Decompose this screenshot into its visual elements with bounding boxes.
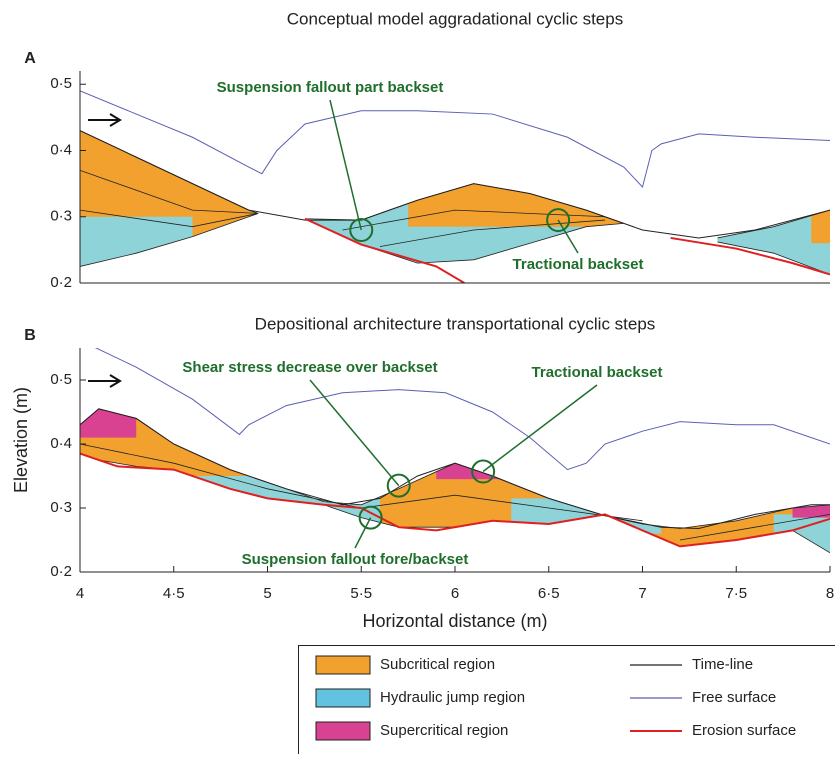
annotation: Tractional backset — [532, 364, 663, 381]
annotation: Shear stress decrease over backset — [182, 359, 437, 376]
x-axis-label: Horizontal distance (m) — [362, 611, 547, 631]
x-tick-label: 6·5 — [538, 585, 560, 602]
flow-region — [811, 204, 830, 244]
y-tick-label: 0·4 — [50, 141, 72, 158]
flow-arrow — [88, 375, 120, 387]
y-tick-label: 0·2 — [50, 563, 72, 580]
leader-line — [355, 518, 371, 548]
legend-swatch — [316, 689, 370, 707]
x-tick-label: 5 — [263, 585, 271, 602]
panel-label: A — [24, 50, 36, 67]
flow-region — [80, 399, 136, 437]
x-tick-label: 4 — [76, 585, 84, 602]
y-tick-label: 0·2 — [50, 274, 72, 291]
x-tick-label: 4·5 — [163, 585, 185, 602]
deposit-body — [80, 117, 258, 283]
leader-line — [483, 385, 597, 472]
flow-arrow — [88, 114, 120, 126]
legend-label: Hydraulic jump region — [380, 689, 525, 706]
plot-area — [80, 345, 830, 572]
x-tick-label: 7 — [638, 585, 646, 602]
flow-region — [80, 217, 193, 283]
x-tick-label: 7·5 — [725, 585, 747, 602]
legend-label: Time-line — [692, 656, 753, 673]
chart-title: Conceptual model aggradational cyclic st… — [287, 9, 623, 28]
x-tick-label: 5·5 — [350, 585, 372, 602]
series-line — [80, 91, 830, 187]
legend-label: Free surface — [692, 689, 776, 706]
leader-line — [330, 100, 361, 230]
legend-swatch — [316, 656, 370, 674]
y-tick-label: 0·5 — [50, 75, 72, 92]
annotation: Tractional backset — [513, 256, 644, 273]
legend-swatch — [316, 722, 370, 740]
annotation: Suspension fallout fore/backset — [242, 551, 469, 568]
legend-label: Supercritical region — [380, 722, 508, 739]
plot-area — [80, 91, 830, 283]
flow-region — [80, 399, 830, 572]
y-axis-label: Elevation (m) — [11, 387, 31, 493]
legend-label: Erosion surface — [692, 722, 796, 739]
y-tick-label: 0·5 — [50, 371, 72, 388]
chart-title: Depositional architecture transportation… — [255, 314, 656, 333]
annotation: Suspension fallout part backset — [217, 79, 444, 96]
flow-region — [408, 177, 624, 227]
x-tick-label: 8 — [826, 585, 834, 602]
flow-region — [183, 476, 380, 534]
y-tick-label: 0·3 — [50, 499, 72, 516]
y-tick-label: 0·4 — [50, 435, 72, 452]
leader-line — [310, 380, 399, 486]
panel-label: B — [24, 327, 36, 344]
deposit-body — [80, 399, 830, 572]
legend-label: Subcritical region — [380, 656, 495, 673]
x-tick-label: 6 — [451, 585, 459, 602]
y-tick-label: 0·3 — [50, 208, 72, 225]
